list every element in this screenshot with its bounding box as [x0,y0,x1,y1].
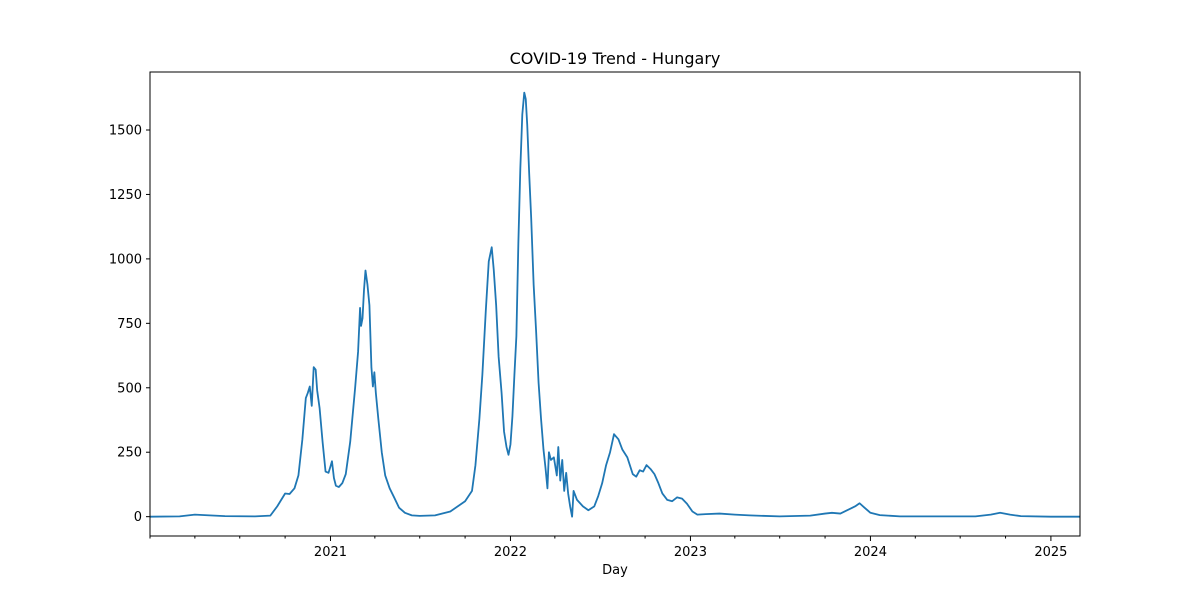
y-tick-label: 750 [117,317,142,332]
plot-area [149,91,1080,518]
chart-title: COVID-19 Trend - Hungary [510,49,721,68]
x-axis-label: Day [602,563,628,578]
y-axis: 0 250 500 750 1000 1250 1500 [109,124,150,525]
y-tick-label: 1250 [109,188,142,203]
series-line-0 [149,91,1080,518]
x-tick-label: 2022 [494,545,527,560]
x-tick-label: 2025 [1034,545,1067,560]
x-tick-label: 2021 [314,545,347,560]
axes-frame [149,71,1081,537]
y-tick-label: 250 [117,446,142,461]
y-tick-label: 1500 [109,124,142,139]
y-tick-label: 0 [134,510,142,525]
y-tick-label: 500 [117,381,142,396]
x-tick-label: 2023 [674,545,707,560]
x-axis: 2021 2022 2023 2024 2025 [149,536,1067,560]
x-tick-label: 2024 [854,545,887,560]
y-tick-label: 1000 [109,252,142,267]
